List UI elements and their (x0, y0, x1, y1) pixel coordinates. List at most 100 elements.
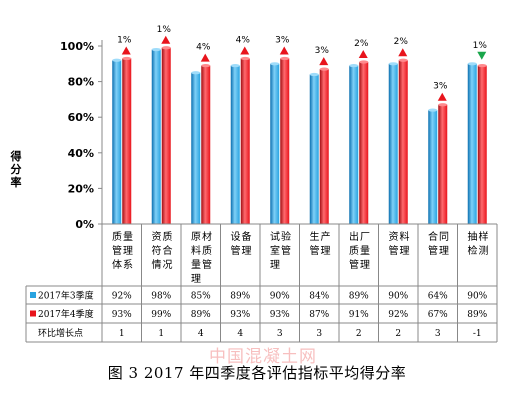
category-label: 体系 (112, 259, 134, 271)
change-label: 2% (394, 37, 409, 47)
table-value: 98% (151, 292, 171, 302)
table-value: 93% (230, 310, 250, 320)
growth-value: 2 (395, 329, 401, 339)
bar-q3 (112, 60, 122, 224)
table-value: 67% (428, 310, 448, 320)
change-up-icon (358, 50, 368, 59)
bar-top (438, 103, 448, 107)
y-tick-label: 80% (68, 76, 94, 89)
table-value: 93% (112, 310, 132, 320)
category-label: 管理 (389, 244, 411, 257)
bar-top (349, 63, 359, 68)
table-value: 92% (388, 310, 408, 320)
category-label: 出厂 (349, 230, 371, 243)
change-label: 1% (157, 25, 172, 35)
change-label: 2% (354, 39, 369, 49)
change-label: 3% (433, 82, 448, 92)
bar-q4 (398, 60, 408, 224)
change-up-icon (319, 57, 329, 66)
bar-q4 (280, 58, 290, 225)
category-label: 试验 (270, 230, 292, 243)
growth-value: 2 (356, 329, 362, 339)
growth-value: 1 (158, 329, 164, 339)
table-value: 84% (309, 292, 329, 302)
bar-top (319, 67, 329, 71)
category-label: 管理 (310, 244, 332, 257)
category-label: 合同 (428, 230, 450, 243)
bar-top (191, 71, 201, 75)
table-value: 91% (349, 310, 369, 320)
bar-top (230, 63, 240, 68)
bar-q4 (201, 65, 211, 224)
table-value: 89% (191, 310, 211, 320)
bar-top (270, 62, 280, 66)
legend-swatch (30, 292, 36, 298)
table-value: 99% (151, 310, 171, 320)
change-up-icon (240, 46, 250, 55)
table-value: 92% (112, 292, 132, 302)
category-label: 符合 (152, 244, 174, 257)
bar-q3 (191, 72, 201, 224)
bar-q3 (467, 63, 477, 224)
bar-top (122, 56, 132, 61)
growth-value: 1 (119, 329, 125, 339)
table-value: 87% (309, 310, 329, 320)
change-up-icon (398, 48, 408, 57)
bar-top (280, 56, 290, 61)
bar-top (359, 60, 369, 64)
table-value: 89% (230, 292, 250, 302)
bar-top (477, 63, 487, 68)
legend-swatch (30, 310, 36, 317)
legend-label: 2017年3季度 (38, 290, 94, 302)
y-tick-label: 40% (68, 147, 94, 160)
bar-top (467, 62, 477, 66)
y-tick-label: 60% (68, 111, 94, 124)
category-label: 理 (191, 273, 202, 285)
bar-top (398, 58, 408, 62)
bar-q4 (122, 58, 132, 225)
change-up-icon (200, 53, 210, 62)
category-label: 情况 (152, 258, 174, 271)
bar-top (240, 56, 250, 61)
category-label: 原材 (191, 230, 213, 243)
bar-q3 (270, 63, 280, 224)
table-value: 64% (428, 292, 448, 302)
category-label: 生产 (310, 230, 332, 243)
table-value: 85% (191, 292, 211, 302)
bar-top (112, 58, 122, 62)
bar-top (201, 63, 211, 68)
growth-row-label: 环比增长点 (38, 327, 83, 339)
y-tick-label: 0% (75, 218, 94, 231)
change-label: 4% (236, 35, 251, 45)
category-label: 量管 (191, 258, 213, 271)
bar-top (161, 46, 171, 50)
category-label: 料质 (191, 244, 213, 257)
category-label: 设备 (231, 230, 253, 243)
category-label: 管理 (349, 258, 371, 271)
bar-q4 (240, 58, 250, 225)
bar-top (151, 47, 161, 52)
growth-value: 3 (316, 329, 322, 339)
change-label: 4% (196, 43, 211, 53)
change-label: 1% (473, 41, 488, 51)
watermark: 中国混凝土网 (209, 347, 317, 367)
bar-q3 (428, 110, 438, 224)
growth-value: 3 (277, 329, 283, 339)
bar-q4 (319, 69, 329, 224)
change-down-icon (477, 51, 487, 60)
category-label: 抽样 (468, 230, 490, 243)
bar-q4 (438, 104, 448, 224)
bar-q4 (359, 62, 369, 224)
bar-q3 (151, 49, 161, 225)
table-value: 89% (349, 292, 369, 302)
figure-caption: 图 3 2017 年四季度各评估指标平均得分率 (107, 364, 407, 382)
change-up-icon (279, 46, 289, 55)
category-label: 管理 (428, 244, 450, 257)
category-label: 管理 (231, 244, 253, 257)
growth-value: 4 (198, 329, 204, 339)
y-axis-label: 得分率 (10, 150, 22, 189)
category-label: 资料 (389, 230, 411, 243)
category-label: 质量 (112, 231, 134, 243)
legend-label: 2017年4季度 (38, 308, 94, 320)
